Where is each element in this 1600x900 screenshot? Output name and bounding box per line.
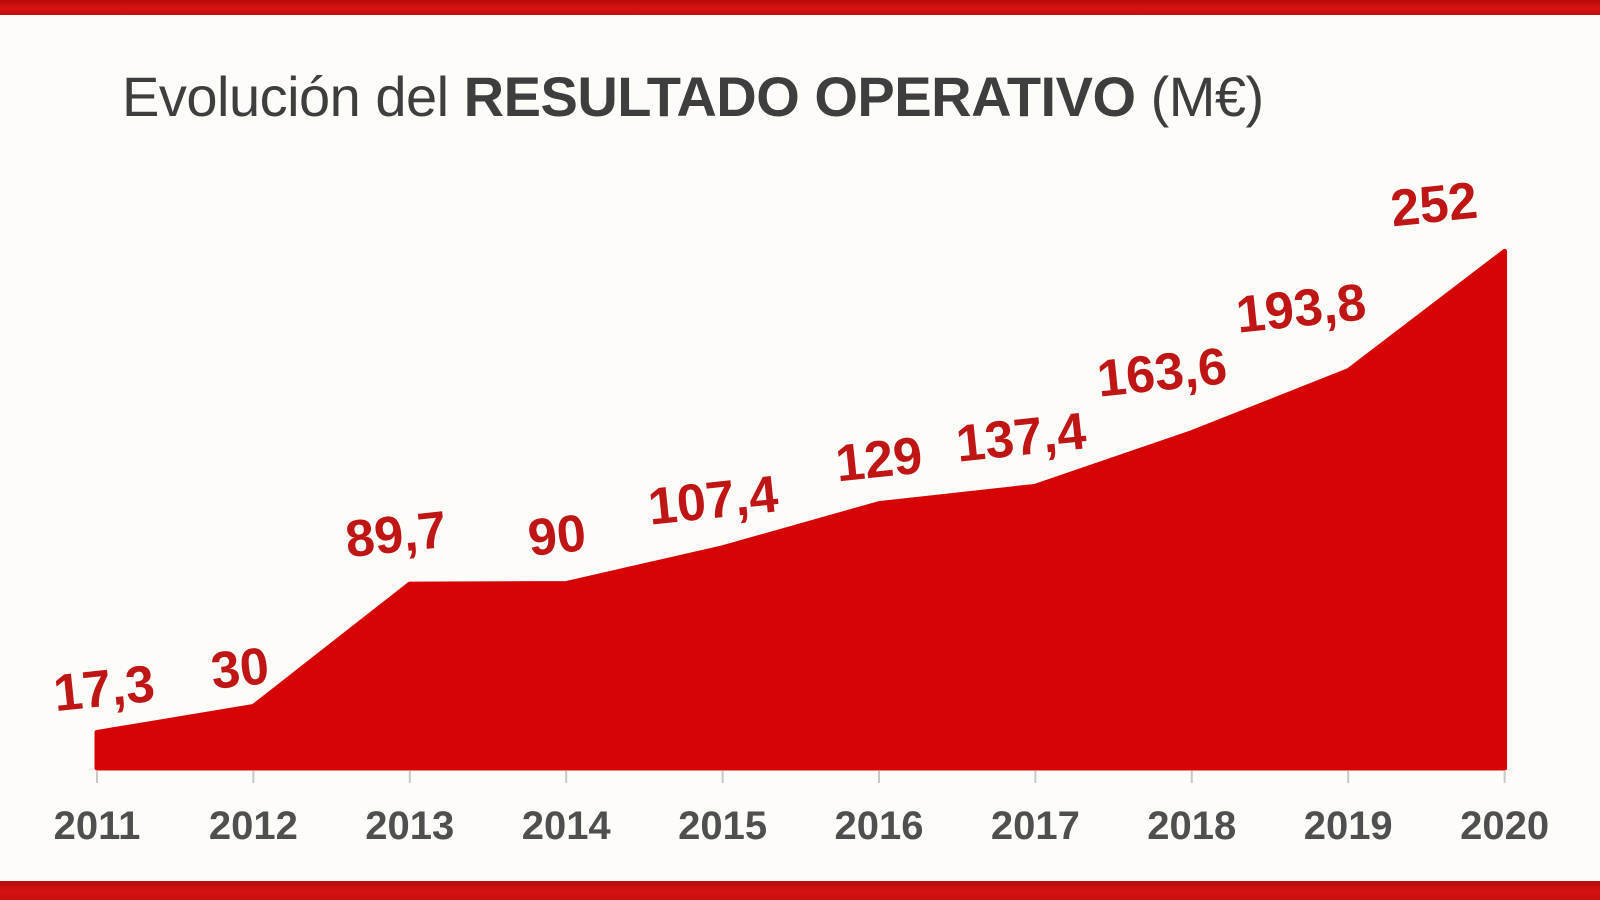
data-label: 193,8	[1233, 273, 1369, 345]
x-axis-label: 2014	[521, 804, 611, 848]
data-label: 30	[208, 636, 273, 701]
chart-title-prefix: Evolución del	[122, 65, 464, 128]
data-label: 107,4	[644, 465, 781, 537]
x-axis-label: 2015	[678, 804, 768, 848]
data-label: 89,7	[342, 500, 450, 570]
x-axis-label: 2013	[365, 804, 455, 848]
x-axis-label: 2016	[834, 804, 924, 848]
x-axis-label: 2017	[990, 804, 1080, 848]
chart-title-emphasis: RESULTADO OPERATIVO	[463, 65, 1136, 128]
x-axis-label: 2019	[1303, 804, 1393, 848]
x-axis-label: 2012	[208, 804, 298, 848]
data-label: 137,4	[953, 402, 1090, 474]
data-label: 17,3	[50, 654, 158, 723]
bottom-accent-bar	[0, 881, 1600, 900]
x-axis-ticks	[96, 771, 1506, 783]
data-label: 90	[525, 503, 589, 568]
x-axis-label: 2020	[1460, 804, 1550, 848]
x-axis-label: 2018	[1147, 804, 1237, 848]
x-axis-label: 2011	[53, 804, 141, 848]
chart-title-suffix: (M€)	[1135, 65, 1265, 128]
area-series	[94, 248, 1508, 771]
data-label: 163,6	[1094, 336, 1230, 409]
chart-title: Evolución del RESULTADO OPERATIVO (M€)	[122, 64, 1264, 129]
data-label: 129	[832, 426, 926, 493]
top-accent-bar	[0, 0, 1600, 15]
data-label: 252	[1387, 172, 1480, 239]
